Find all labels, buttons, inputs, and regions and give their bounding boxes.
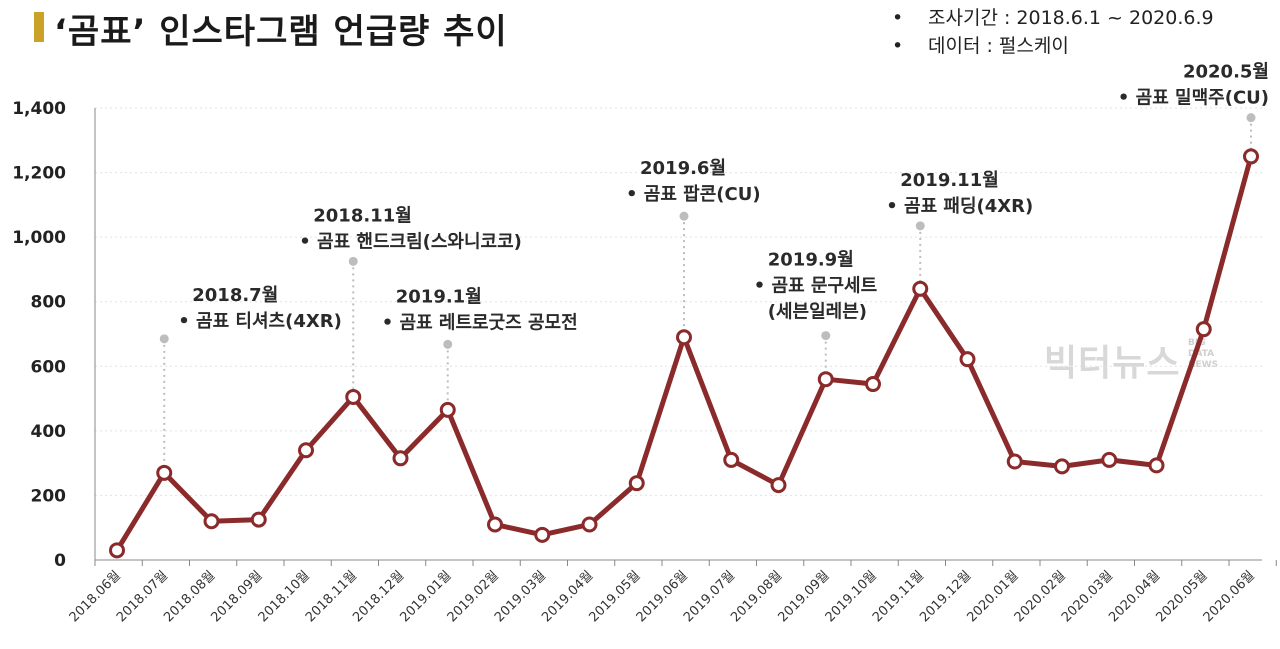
annotation-text: • 곰표 패딩(4XR) — [886, 196, 1033, 217]
data-point — [817, 371, 834, 388]
survey-info: • 조사기간 : 2018.6.1 ~ 2020.6.9 • 데이터 : 펄스케이 — [892, 4, 1214, 60]
y-tick-label: 400 — [31, 422, 67, 442]
annotation-text: • 곰표 레트로굿즈 공모전 — [382, 312, 578, 333]
y-tick-label: 1,200 — [12, 164, 66, 184]
annotation-leaders — [159, 113, 1256, 473]
survey-period-row: • 조사기간 : 2018.6.1 ~ 2020.6.9 — [892, 4, 1214, 32]
y-tick-label: 200 — [31, 486, 67, 506]
annotation-leader-dot — [443, 339, 453, 349]
data-point — [1195, 321, 1212, 338]
data-point — [723, 451, 740, 468]
annotation-text: • 곰표 티셔츠(4XR) — [178, 311, 342, 332]
annotation-date: 2018.11월 — [313, 205, 412, 226]
watermark-sub-3: NEWS — [1188, 360, 1219, 370]
annotation-leader-dot — [679, 211, 689, 221]
annotation-text: • 곰표 문구세트 — [754, 276, 877, 297]
x-tick-labels: 2018.06월2018.07월2018.08월2018.09월2018.10월… — [67, 568, 1258, 625]
data-source-text: 데이터 : 펄스케이 — [928, 35, 1069, 57]
data-point — [1054, 458, 1070, 475]
data-point — [1243, 148, 1259, 165]
data-point — [1101, 451, 1118, 468]
y-tick-label: 600 — [31, 357, 67, 377]
data-point — [628, 475, 645, 492]
y-tick-label: 800 — [31, 293, 67, 313]
data-point — [770, 477, 787, 494]
annotation-date: 2018.7월 — [192, 285, 278, 306]
data-point — [345, 388, 362, 405]
annotation-date: 2019.1월 — [396, 286, 482, 307]
y-tick-labels: 0 200 400 600 800 1,000 1,200 1,400 — [12, 99, 66, 571]
annotation-text: (세븐일레븐) — [768, 302, 867, 323]
data-point — [298, 442, 314, 459]
data-point — [156, 464, 173, 481]
data-points — [109, 148, 1259, 559]
data-point — [109, 542, 125, 559]
annotation-leader-dot — [821, 331, 831, 341]
data-point — [250, 511, 267, 528]
annotation-date: 2019.11월 — [900, 170, 999, 191]
annotation-text: • 곰표 밀맥주(CU) — [1118, 88, 1269, 109]
data-point — [487, 516, 503, 533]
data-point — [1148, 457, 1165, 474]
data-point — [581, 516, 598, 533]
survey-period-text: 조사기간 : 2018.6.1 ~ 2020.6.9 — [928, 7, 1214, 29]
data-point — [959, 351, 976, 368]
y-tick-label: 0 — [54, 551, 66, 571]
bullet: • — [892, 7, 904, 29]
annotation-leader-dot — [348, 256, 358, 266]
annotation-text: • 곰표 팝콘(CU) — [626, 184, 761, 205]
annotation-date: 2019.6월 — [640, 158, 726, 179]
x-tick-label: 2020.06월 — [1201, 568, 1258, 625]
data-point — [534, 526, 551, 543]
watermark-logo: 빅터뉴스 — [1044, 343, 1181, 384]
data-point — [392, 450, 409, 467]
annotation-leader-dot — [915, 221, 925, 231]
annotations: 2018.7월 • 곰표 티셔츠(4XR) 2018.11월 • 곰표 핸드크림(스와… — [178, 62, 1269, 334]
data-point — [439, 401, 456, 418]
data-point — [676, 329, 692, 346]
chart-title: ‘곰표’ 인스타그램 언급량 추이 — [54, 12, 508, 52]
annotation-leader-dot — [159, 334, 169, 344]
watermark-sub-2: DATA — [1188, 349, 1215, 359]
annotation-leader-dot — [1246, 113, 1256, 123]
data-point — [912, 280, 929, 297]
title-accent-bar — [34, 12, 44, 42]
axes — [94, 108, 1277, 566]
y-tick-label: 1,000 — [12, 228, 66, 248]
data-point — [203, 513, 220, 530]
data-source-row: • 데이터 : 펄스케이 — [892, 32, 1214, 60]
bullet: • — [892, 35, 904, 57]
y-tick-label: 1,400 — [12, 99, 66, 119]
data-point — [1006, 453, 1023, 470]
annotation-date: 2019.9월 — [768, 250, 854, 271]
annotation-date: 2020.5월 — [1183, 62, 1269, 83]
annotation-text: • 곰표 핸드크림(스와니코코) — [299, 231, 522, 252]
data-point — [865, 376, 881, 393]
